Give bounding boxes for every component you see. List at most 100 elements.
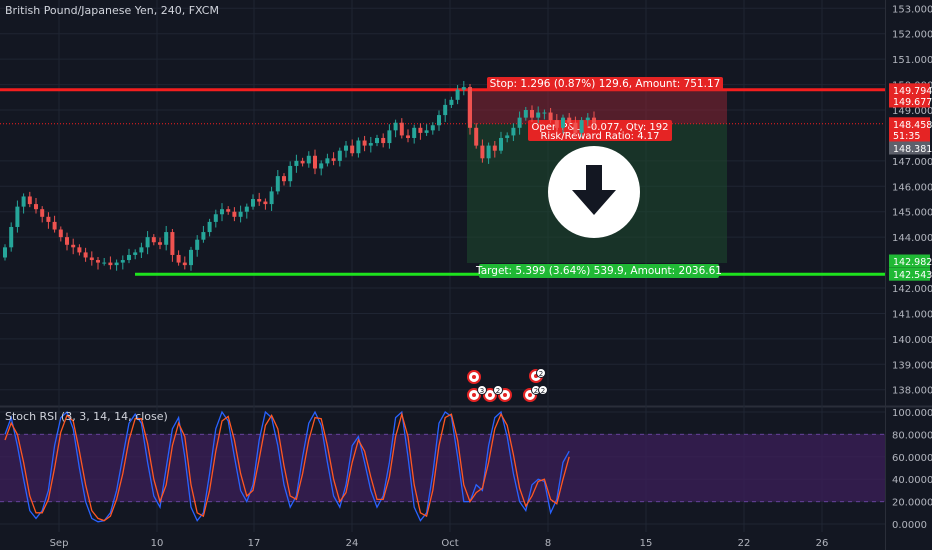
candle bbox=[269, 191, 274, 205]
marker-badge bbox=[536, 368, 546, 378]
candle bbox=[102, 262, 107, 264]
candle bbox=[58, 229, 63, 238]
candle bbox=[325, 158, 330, 164]
candle bbox=[486, 145, 491, 159]
candle bbox=[294, 160, 299, 166]
candle bbox=[52, 221, 57, 230]
candle bbox=[362, 140, 367, 146]
low-price-label: 142.982 bbox=[893, 257, 932, 268]
candle bbox=[399, 122, 404, 136]
stop-label: Stop: 1.296 (0.87%) 129.6, Amount: 751.1… bbox=[490, 78, 721, 90]
candle bbox=[108, 262, 113, 266]
countdown-label-box bbox=[889, 128, 930, 142]
candle bbox=[368, 143, 373, 146]
candle bbox=[83, 252, 88, 258]
y-tick-label: 151.000 bbox=[892, 55, 932, 66]
candle bbox=[561, 117, 565, 128]
y-tick-label: 141.000 bbox=[892, 309, 932, 320]
marker-count: 2 bbox=[496, 387, 500, 395]
candle bbox=[461, 87, 466, 90]
candle bbox=[319, 163, 324, 169]
marker-count: 2 bbox=[541, 387, 545, 395]
candle bbox=[182, 262, 187, 266]
candle bbox=[418, 127, 423, 133]
y-tick-label: 152.000 bbox=[892, 30, 932, 41]
rsi-tick-label: 60.0000 bbox=[892, 453, 932, 464]
candle bbox=[114, 262, 119, 266]
candle bbox=[412, 127, 417, 138]
marker-badge bbox=[538, 385, 548, 395]
candle bbox=[139, 247, 144, 253]
candle bbox=[275, 176, 280, 192]
candle bbox=[492, 145, 497, 151]
pnl-label: Open P&L: -0.077, Qty: 192 bbox=[531, 122, 668, 133]
candle bbox=[46, 216, 51, 222]
stop-price-label-box bbox=[889, 83, 930, 97]
candle bbox=[244, 206, 249, 212]
candles bbox=[3, 81, 596, 271]
high-price-label: 149.677 bbox=[893, 97, 932, 108]
candle bbox=[455, 89, 460, 100]
candle bbox=[263, 201, 268, 205]
candle bbox=[96, 260, 100, 263]
candle bbox=[251, 199, 255, 207]
stoch-d-line bbox=[4, 411, 570, 522]
candle bbox=[356, 140, 361, 154]
rsi-tick-label: 100.0000 bbox=[892, 408, 932, 419]
entry-price-label: 148.458 bbox=[893, 120, 932, 131]
candle bbox=[554, 120, 559, 128]
candle bbox=[430, 125, 435, 131]
axes: Sep 10 17 24 Oct 8 15 22 26153.000152.000151.000… bbox=[50, 4, 932, 549]
event-marker-dot bbox=[472, 393, 476, 397]
candle bbox=[424, 130, 429, 133]
target-price-label-box bbox=[889, 267, 930, 281]
candle bbox=[120, 260, 125, 263]
candle bbox=[344, 145, 348, 151]
candle bbox=[585, 117, 590, 121]
candle bbox=[176, 254, 181, 263]
candle bbox=[151, 237, 156, 243]
x-tick-label: Sep bbox=[50, 538, 69, 549]
candle bbox=[282, 176, 286, 182]
y-tick-label: 139.000 bbox=[892, 360, 932, 371]
candle bbox=[542, 112, 547, 114]
y-tick-label: 144.000 bbox=[892, 233, 932, 244]
target-label-box bbox=[479, 264, 719, 278]
event-marker-dot bbox=[503, 393, 507, 397]
y-tick-label: 140.000 bbox=[892, 335, 932, 346]
candle bbox=[306, 155, 311, 164]
candle bbox=[350, 145, 355, 154]
candle bbox=[170, 232, 175, 255]
candle bbox=[592, 117, 596, 123]
stoch-k-line bbox=[4, 410, 570, 523]
candle bbox=[213, 214, 218, 222]
candle bbox=[238, 211, 243, 217]
marker-count: 3 bbox=[480, 387, 484, 395]
y-tick-label: 147.000 bbox=[892, 157, 932, 168]
marker-badge bbox=[493, 385, 503, 395]
candle bbox=[77, 247, 82, 253]
y-tick-label: 149.000 bbox=[892, 106, 932, 117]
candle bbox=[505, 135, 510, 138]
rsi-tick-label: 40.0000 bbox=[892, 475, 932, 486]
y-tick-label: 138.000 bbox=[892, 386, 932, 397]
candle bbox=[21, 196, 26, 207]
candle bbox=[313, 155, 317, 169]
x-tick-label: Oct bbox=[441, 538, 458, 549]
candle bbox=[579, 120, 584, 133]
y-tick-label: 145.000 bbox=[892, 208, 932, 219]
y-tick-label: 153.000 bbox=[892, 4, 932, 15]
position-tool[interactable]: Stop: 1.296 (0.87%) 129.6, Amount: 751.1… bbox=[0, 77, 885, 278]
candle bbox=[164, 232, 169, 245]
candle bbox=[517, 117, 522, 128]
candle bbox=[207, 221, 212, 233]
candle bbox=[548, 112, 553, 121]
candle bbox=[15, 206, 20, 227]
stop-zone bbox=[467, 89, 727, 124]
down-arrow-glyph bbox=[572, 165, 616, 215]
candle bbox=[387, 130, 392, 144]
candle bbox=[536, 112, 541, 118]
x-tick-label: 15 bbox=[640, 538, 653, 549]
stop-label-box bbox=[487, 77, 723, 91]
